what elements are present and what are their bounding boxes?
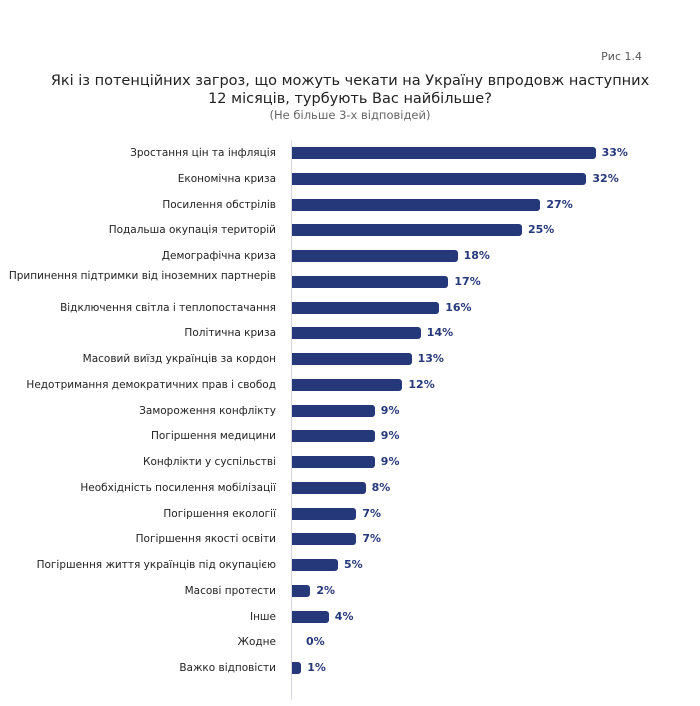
bar (292, 404, 375, 417)
category-label: Подальша окупація територій (108, 224, 276, 237)
value-label: 4% (334, 609, 354, 623)
category-label: Відключення світла і теплопостачання (60, 301, 276, 314)
bar (292, 198, 541, 211)
value-label: 8% (371, 480, 391, 494)
value-label: 17% (454, 274, 481, 288)
chart-title: Які із потенційних загроз, що можуть чек… (50, 73, 650, 107)
category-axis-line (291, 140, 292, 700)
bar (292, 353, 412, 365)
value-label: 14% (426, 326, 454, 340)
bar (292, 250, 458, 262)
bar (292, 481, 366, 494)
bar (292, 275, 449, 288)
bar (292, 172, 587, 185)
bar (292, 327, 421, 340)
bar (292, 584, 311, 597)
bar (292, 610, 329, 623)
category-label: Замороження конфлікту (139, 404, 276, 417)
category-label: Масовий виїзд українців за кордон (82, 353, 276, 365)
value-label: 2% (316, 583, 336, 597)
bar (292, 559, 338, 571)
chart-subtitle: (Не більше 3-х відповідей) (269, 108, 431, 122)
bar (292, 430, 375, 443)
bar (292, 147, 596, 159)
figure-label: Рис 1.4 (601, 50, 642, 63)
category-label: Демографічна криза (161, 250, 276, 262)
bar (292, 224, 522, 237)
value-label: 25% (528, 223, 555, 237)
value-label: 12% (408, 377, 435, 391)
category-label: Конфлікти у суспільстві (143, 456, 276, 468)
category-label: Економічна криза (177, 172, 276, 185)
value-label: 33% (601, 146, 628, 159)
category-label: Посилення обстрілів (162, 198, 276, 211)
category-label: Припинення підтримки від іноземних партн… (8, 269, 276, 282)
category-label: Необхідність посилення мобілізації (80, 481, 276, 494)
bar (292, 662, 302, 674)
category-label: Погіршення якості освіти (135, 533, 276, 546)
value-label: 5% (344, 558, 363, 571)
bar (292, 507, 357, 520)
category-label: Важко відповісти (179, 662, 276, 674)
value-label: 7% (362, 532, 382, 546)
bar (292, 456, 375, 468)
category-label: Погіршення медицини (151, 430, 276, 443)
value-label: 7% (362, 506, 382, 520)
value-label: 13% (417, 352, 444, 365)
category-label: Політична криза (184, 327, 276, 340)
bar (292, 378, 403, 391)
category-label: Погіршення життя українців під окупацією (36, 559, 276, 571)
value-label: 9% (380, 429, 400, 443)
category-label: Зростання цін та інфляція (130, 147, 276, 159)
bar (292, 301, 440, 314)
category-label: Масові протести (184, 584, 276, 597)
bar (292, 533, 357, 546)
value-label: 32% (592, 171, 619, 185)
value-label: 27% (546, 197, 573, 211)
category-label: Погіршення екології (163, 507, 276, 520)
value-label: 9% (380, 455, 400, 468)
value-label: 9% (380, 403, 400, 417)
value-label: 1% (307, 661, 326, 674)
value-label: 18% (463, 249, 490, 262)
category-label: Жодне (237, 636, 276, 649)
category-label: Інше (249, 610, 276, 623)
value-label: 16% (445, 300, 472, 314)
value-label: 0% (306, 635, 325, 649)
category-label: Недотримання демократичних прав і свобод (26, 378, 276, 391)
